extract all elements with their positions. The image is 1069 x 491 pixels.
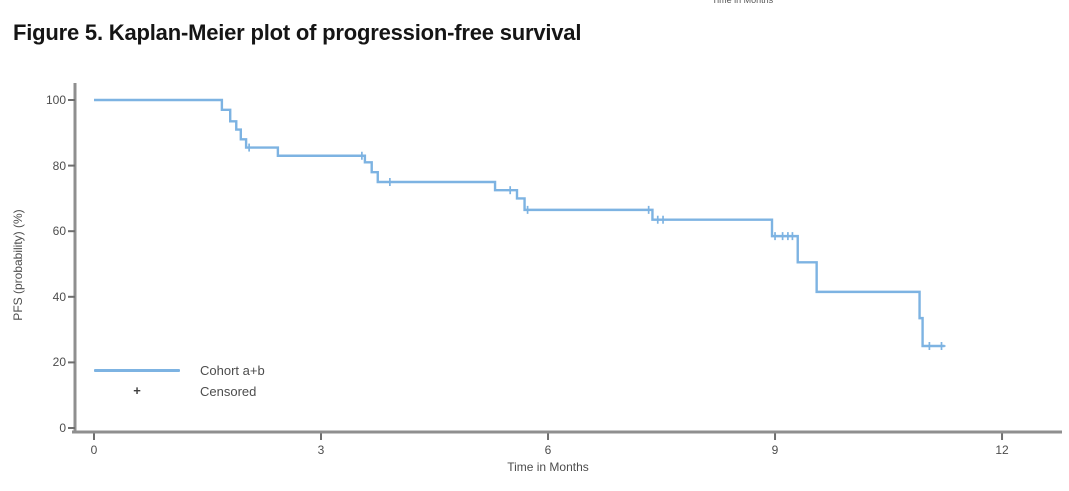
y-axis-title: PFS (probability) (%) (11, 209, 25, 321)
x-tick-label: 3 (317, 443, 325, 457)
x-tick-label: 6 (544, 443, 552, 457)
y-tick-label: 40 (52, 289, 66, 304)
legend: Cohort a+b + Censored (94, 362, 265, 399)
legend-series-label: Cohort a+b (200, 362, 265, 378)
y-tick-label: 0 (59, 421, 66, 435)
y-tick-label: 100 (45, 93, 66, 107)
x-tick-label: 12 (995, 443, 1009, 457)
legend-censored-label: Censored (200, 383, 257, 399)
figure-title: Figure 5. Kaplan-Meier plot of progressi… (13, 20, 582, 45)
y-tick-label: 80 (52, 158, 66, 173)
clipped-previous-axis-label: Time in Months (712, 0, 774, 5)
y-tick-label: 60 (52, 224, 66, 239)
x-axis-title: Time in Months (507, 460, 589, 474)
legend-item-censored: + Censored (94, 383, 265, 399)
km-step-curve (94, 98, 945, 348)
x-tick-label: 9 (771, 443, 779, 457)
y-tick-label: 20 (52, 355, 66, 370)
censor-plus-icon: + (133, 383, 141, 398)
legend-item-series: Cohort a+b (94, 362, 265, 378)
legend-line-sample (94, 368, 180, 372)
x-tick-label: 0 (90, 443, 98, 457)
